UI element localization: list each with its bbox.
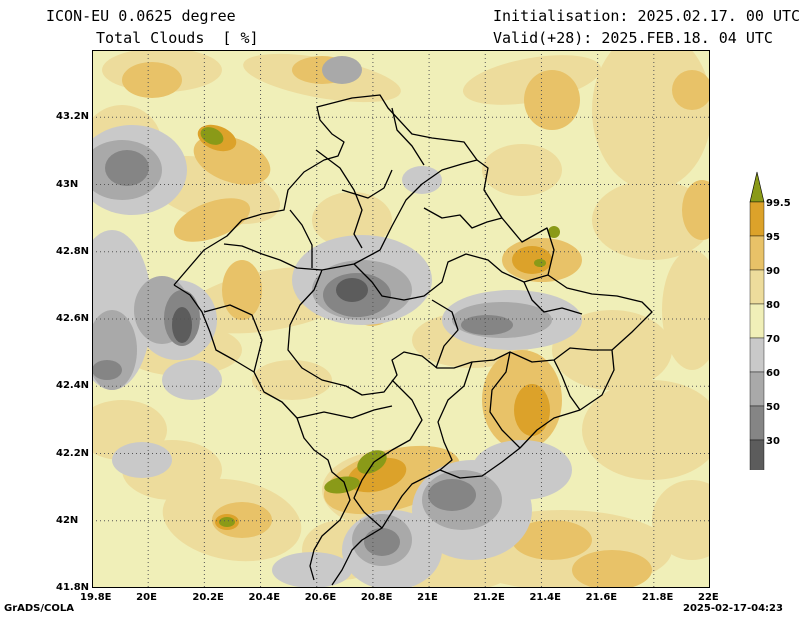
color-legend: 99.59590807060503010 xyxy=(749,171,791,470)
legend-swatch xyxy=(749,201,765,237)
legend-swatch xyxy=(749,371,765,407)
lat-label: 43.2N xyxy=(56,111,90,123)
legend-swatch xyxy=(749,337,765,373)
cloud-band-10 xyxy=(172,278,368,343)
lat-label: 42.8N xyxy=(56,245,90,257)
lon-label: 21.6E xyxy=(585,592,618,603)
lon-label: 20.6E xyxy=(304,592,337,603)
legend-swatch xyxy=(749,171,765,203)
legend-label: 99.5 xyxy=(766,198,791,209)
legend-label: 95 xyxy=(766,232,780,243)
legend-swatch xyxy=(749,235,765,271)
legend-label: 90 xyxy=(766,266,780,277)
legend-swatch xyxy=(749,303,765,339)
lon-label: 20.8E xyxy=(360,592,393,603)
lat-label: 41.8N xyxy=(56,582,90,593)
field-title: Total Clouds [ %] xyxy=(96,29,259,47)
legend-label: 50 xyxy=(766,402,780,413)
legend-label: 80 xyxy=(766,300,780,311)
legend-label: 70 xyxy=(766,334,780,345)
legend-label: 60 xyxy=(766,368,780,379)
credit-left: GrADS/COLA xyxy=(4,603,74,614)
lon-label: 20.4E xyxy=(248,592,281,603)
credit-right: 2025-02-17-04:23 xyxy=(683,603,783,614)
lon-label: 21.2E xyxy=(473,592,505,603)
legend-label: 30 xyxy=(766,436,780,447)
model-title: ICON-EU 0.0625 degree xyxy=(46,7,236,25)
valid-time: Valid(+28): 2025.FEB.18. 04 UTC xyxy=(493,29,773,47)
legend-swatch xyxy=(749,405,765,441)
lon-label: 20.2E xyxy=(192,592,224,603)
lon-label: 21.8E xyxy=(641,592,674,603)
map-gridlines xyxy=(92,50,710,588)
lon-label: 19.8E xyxy=(80,592,112,603)
lon-label: 21E xyxy=(417,592,438,603)
lat-label: 42.4N xyxy=(56,380,90,392)
country-borders xyxy=(173,94,653,586)
legend-swatch xyxy=(749,439,765,470)
lon-label: 20E xyxy=(136,592,157,603)
lat-label: 43N xyxy=(56,178,79,190)
init-time: Initialisation: 2025.02.17. 00 UTC xyxy=(493,7,800,25)
map-frame xyxy=(92,50,710,588)
cloud-band-99 xyxy=(200,127,560,527)
lat-label: 42N xyxy=(56,514,79,526)
legend-swatch xyxy=(749,269,765,305)
lon-label: 21.4E xyxy=(529,592,561,603)
cloud-map xyxy=(92,50,710,588)
lat-label: 42.6N xyxy=(56,313,90,324)
lat-label: 42.2N xyxy=(56,447,90,459)
lon-label: 22E xyxy=(698,592,719,603)
